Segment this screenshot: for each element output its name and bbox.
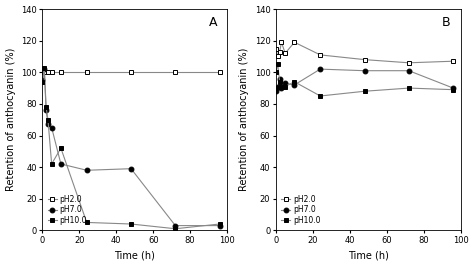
Text: A: A (209, 16, 217, 29)
X-axis label: Time (h): Time (h) (114, 251, 155, 260)
Y-axis label: Retention of anthocyanin (%): Retention of anthocyanin (%) (239, 48, 249, 191)
X-axis label: Time (h): Time (h) (348, 251, 389, 260)
Text: B: B (442, 16, 451, 29)
Legend: pH2.0, pH7.0, pH10.0: pH2.0, pH7.0, pH10.0 (46, 193, 88, 227)
Legend: pH2.0, pH7.0, pH10.0: pH2.0, pH7.0, pH10.0 (280, 193, 322, 227)
Y-axis label: Retention of anthocyanin (%): Retention of anthocyanin (%) (6, 48, 16, 191)
